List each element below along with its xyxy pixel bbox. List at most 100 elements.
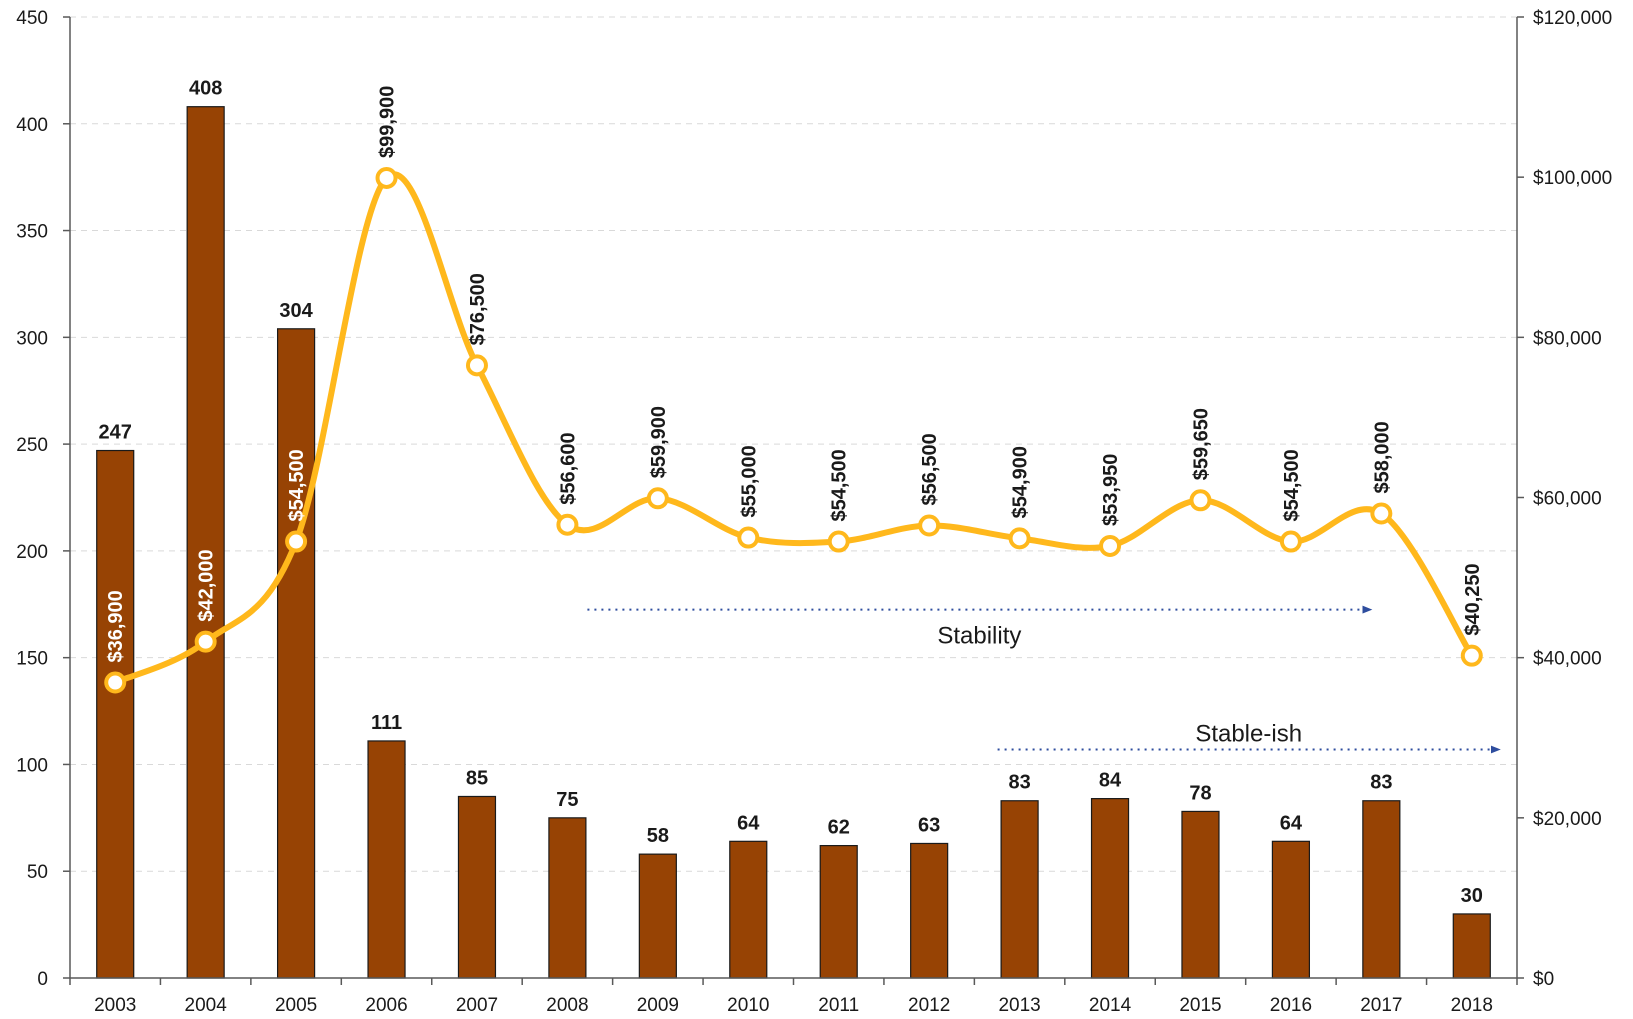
bar-2007 xyxy=(457,795,497,979)
price-point-2008 xyxy=(556,513,579,536)
right-tick-label: $120,000 xyxy=(1533,8,1612,29)
price-value-label: $59,900 xyxy=(648,406,670,478)
right-tick-label: $80,000 xyxy=(1533,328,1602,349)
left-tick-label: 400 xyxy=(16,115,48,136)
bar-2013 xyxy=(1000,800,1039,979)
annotations: Stability Stable-ish xyxy=(587,605,1501,754)
x-tick-label: 2008 xyxy=(546,995,588,1016)
right-tick-label: $60,000 xyxy=(1533,489,1602,510)
right-tick-label: $40,000 xyxy=(1533,649,1602,670)
x-tick-label: 2015 xyxy=(1179,995,1221,1016)
price-value-label: $55,000 xyxy=(738,445,760,517)
bar-value-label: 63 xyxy=(918,814,940,836)
price-value-label: $58,000 xyxy=(1371,421,1393,493)
price-point-2004 xyxy=(194,630,217,653)
right-tick-label: $0 xyxy=(1533,969,1554,990)
bar-2009 xyxy=(638,853,677,979)
price-value-label: $56,500 xyxy=(919,433,941,505)
bar-value-label: 64 xyxy=(1280,812,1303,834)
price-point-2013 xyxy=(1008,527,1031,550)
x-tick-label: 2010 xyxy=(727,995,769,1016)
x-tick-label: 2006 xyxy=(365,995,407,1016)
price-value-label: $54,900 xyxy=(1010,446,1032,518)
left-tick-label: 150 xyxy=(16,649,48,670)
bar-2008 xyxy=(548,817,587,979)
price-point-2015 xyxy=(1189,489,1212,512)
x-tick-label: 2011 xyxy=(818,995,859,1016)
right-tick-label: $100,000 xyxy=(1533,168,1612,189)
price-point-2012 xyxy=(918,514,941,537)
bar-value-label: 85 xyxy=(466,767,488,789)
price-value-label: $53,950 xyxy=(1100,454,1122,526)
bar-value-label: 75 xyxy=(556,789,578,811)
bar-value-label: 58 xyxy=(647,825,669,847)
bar-value-label: 83 xyxy=(1008,772,1030,794)
bar-2004 xyxy=(186,106,225,979)
right-tick-label: $20,000 xyxy=(1533,809,1602,830)
data-labels: 247 408 304 111 85 75 58 64 62 63 83 84 78 64 83 30 $36,… xyxy=(99,78,1484,907)
price-point-2014 xyxy=(1099,534,1122,557)
bars xyxy=(96,106,1491,979)
bar-value-label: 304 xyxy=(279,300,313,322)
price-value-label: $76,500 xyxy=(467,273,489,345)
price-value-label: $54,500 xyxy=(1281,449,1303,521)
price-value-label: $59,650 xyxy=(1190,408,1212,480)
price-point-2010 xyxy=(737,526,760,549)
bar-2011 xyxy=(819,844,858,979)
price-point-2018 xyxy=(1460,644,1483,667)
price-point-2007 xyxy=(465,354,488,377)
left-tick-label: 300 xyxy=(16,328,48,349)
bar-value-label: 247 xyxy=(99,422,132,444)
bar-value-label: 111 xyxy=(371,712,402,734)
price-point-2016 xyxy=(1279,530,1302,553)
bar-2017 xyxy=(1362,800,1401,979)
x-tick-label: 2004 xyxy=(185,995,228,1016)
price-value-label: $56,600 xyxy=(557,432,579,504)
price-value-label: $54,500 xyxy=(286,449,308,521)
x-tick-label: 2017 xyxy=(1360,995,1402,1016)
x-tick-label: 2009 xyxy=(637,995,679,1016)
bar-value-label: 83 xyxy=(1370,772,1392,794)
left-tick-label: 100 xyxy=(16,755,48,776)
axes: 0 50 100 150 200 250 300 350 400 450 $0 $20,000 $40,… xyxy=(16,8,1612,1016)
x-tick-label: 2005 xyxy=(275,995,317,1016)
left-tick-label: 50 xyxy=(27,862,48,883)
bar-2003 xyxy=(96,449,135,979)
left-tick-label: 250 xyxy=(16,435,48,456)
bar-2005 xyxy=(276,328,316,979)
price-point-2009 xyxy=(646,487,669,510)
annotation-label: Stability xyxy=(937,623,1021,650)
bar-2012 xyxy=(910,842,949,979)
price-point-2005 xyxy=(285,530,308,553)
left-tick-label: 200 xyxy=(16,542,48,563)
bar-2018 xyxy=(1452,913,1491,979)
bar-value-label: 30 xyxy=(1461,885,1483,907)
price-value-label: $40,250 xyxy=(1462,563,1484,635)
bar-value-label: 78 xyxy=(1189,782,1211,804)
x-tick-label: 2018 xyxy=(1451,995,1493,1016)
price-value-label: $42,000 xyxy=(196,549,218,621)
left-tick-label: 350 xyxy=(16,222,48,243)
price-point-2006 xyxy=(375,166,398,189)
price-line xyxy=(104,166,1483,694)
x-tick-label: 2007 xyxy=(456,995,498,1016)
x-tick-label: 2012 xyxy=(908,995,950,1016)
bar-value-label: 84 xyxy=(1099,770,1122,792)
bar-2014 xyxy=(1090,798,1130,979)
annotation-label: Stable-ish xyxy=(1195,720,1302,747)
bar-value-label: 408 xyxy=(189,78,222,100)
median-price-line xyxy=(112,171,1475,686)
bar-value-label: 62 xyxy=(828,817,850,839)
price-point-2011 xyxy=(827,530,850,553)
x-tick-label: 2014 xyxy=(1089,995,1132,1016)
price-value-label: $36,900 xyxy=(105,590,127,662)
price-point-2017 xyxy=(1370,502,1393,525)
bar-value-label: 64 xyxy=(737,812,760,834)
bar-2016 xyxy=(1271,840,1311,979)
bar-2010 xyxy=(729,840,768,979)
x-tick-label: 2003 xyxy=(94,995,136,1016)
price-point-2003 xyxy=(104,671,127,694)
price-value-label: $54,500 xyxy=(829,449,851,521)
bar-2015 xyxy=(1181,810,1220,979)
